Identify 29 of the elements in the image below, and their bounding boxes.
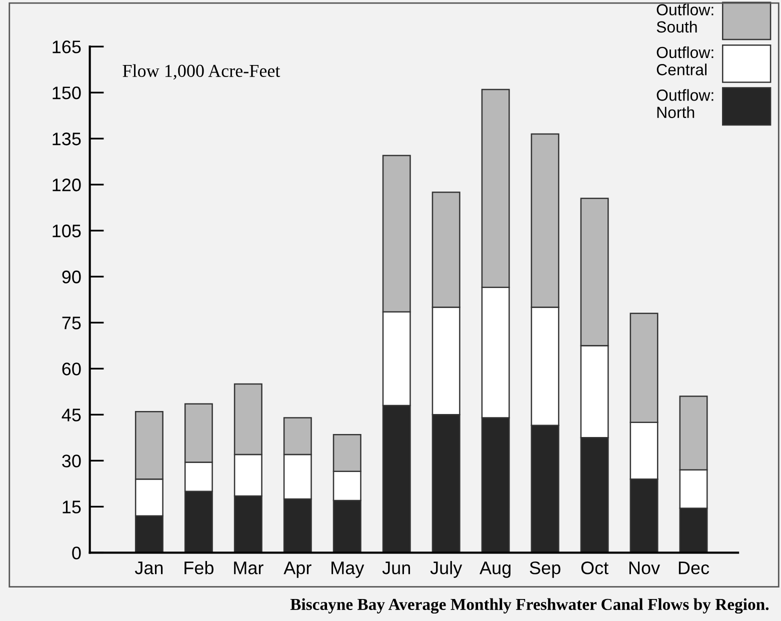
y-tick-label: 120 bbox=[52, 178, 81, 192]
legend-label: Outflow: South bbox=[656, 4, 714, 33]
x-tick-label: Oct bbox=[581, 562, 608, 574]
y-tick-label: 135 bbox=[52, 132, 81, 146]
x-tick-label: May bbox=[332, 562, 364, 578]
y-tick-label: 150 bbox=[52, 86, 81, 100]
y-tick-label: 90 bbox=[62, 270, 81, 284]
x-tick-label: Dec bbox=[678, 562, 710, 574]
y-tick-label: 15 bbox=[62, 500, 81, 514]
x-tick-label: Sep bbox=[530, 562, 560, 578]
y-tick-label: 75 bbox=[62, 316, 81, 330]
y-tick-label: 0 bbox=[72, 546, 81, 560]
text: Biscayne Bay Average Monthly Freshwater Canal Flows by Region. bbox=[290, 598, 769, 614]
y-tick-label: 165 bbox=[52, 40, 81, 54]
x-tick-label: Jan bbox=[134, 562, 163, 574]
x-tick-label: Aug bbox=[480, 562, 510, 578]
y-tick-label: 30 bbox=[62, 454, 81, 468]
x-tick-label: Apr bbox=[284, 562, 312, 578]
y-axis-title: Flow 1,000 Acre-Feet bbox=[122, 64, 280, 80]
y-tick-label: 60 bbox=[62, 362, 81, 376]
legend-label: Outflow: Central bbox=[656, 46, 714, 76]
x-tick-label: Feb bbox=[184, 561, 214, 574]
legend-label: Outflow: North bbox=[656, 89, 714, 118]
x-tick-label: Jun bbox=[382, 562, 410, 574]
x-tick-label: July bbox=[430, 561, 462, 578]
y-tick-label: 105 bbox=[52, 224, 81, 238]
x-tick-label: Nov bbox=[629, 562, 660, 574]
x-tick-label: Mar bbox=[234, 562, 264, 574]
y-tick-label: 45 bbox=[62, 408, 81, 422]
